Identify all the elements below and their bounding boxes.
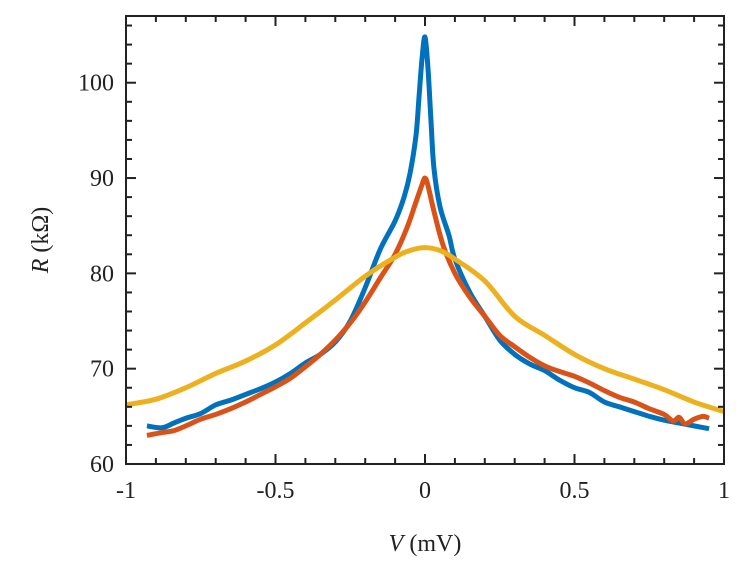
- series-layer: [126, 34, 724, 438]
- x-tick-label: 1: [718, 478, 730, 504]
- x-tick-label: 0: [419, 478, 431, 504]
- x-tick-label: 0.5: [560, 478, 590, 504]
- labels-layer: -1 -0.5 0 0.5 1 60 70 80 90 100: [78, 71, 730, 504]
- series-line-blue: [146, 34, 710, 432]
- y-tick-label: 60: [90, 452, 114, 478]
- x-axis-variable: V: [389, 531, 406, 557]
- x-axis-unit: (mV): [403, 531, 461, 557]
- ticks-layer: [125, 16, 725, 465]
- x-tick-label: -1: [116, 478, 136, 504]
- plot-frame: [125, 15, 725, 465]
- y-tick-label: 80: [90, 261, 114, 287]
- x-tick-label: -0.5: [257, 478, 295, 504]
- y-axis-unit: (kΩ): [28, 207, 54, 259]
- x-axis-label: V (mV): [389, 531, 462, 557]
- y-tick-label: 90: [90, 166, 114, 192]
- series-line-orange: [146, 175, 710, 438]
- y-axis-variable: R: [28, 258, 54, 274]
- series-line-yellow: [126, 245, 724, 414]
- y-tick-label: 100: [78, 71, 114, 97]
- y-tick-label: 70: [90, 357, 114, 383]
- y-axis-label: R (kΩ): [28, 207, 54, 275]
